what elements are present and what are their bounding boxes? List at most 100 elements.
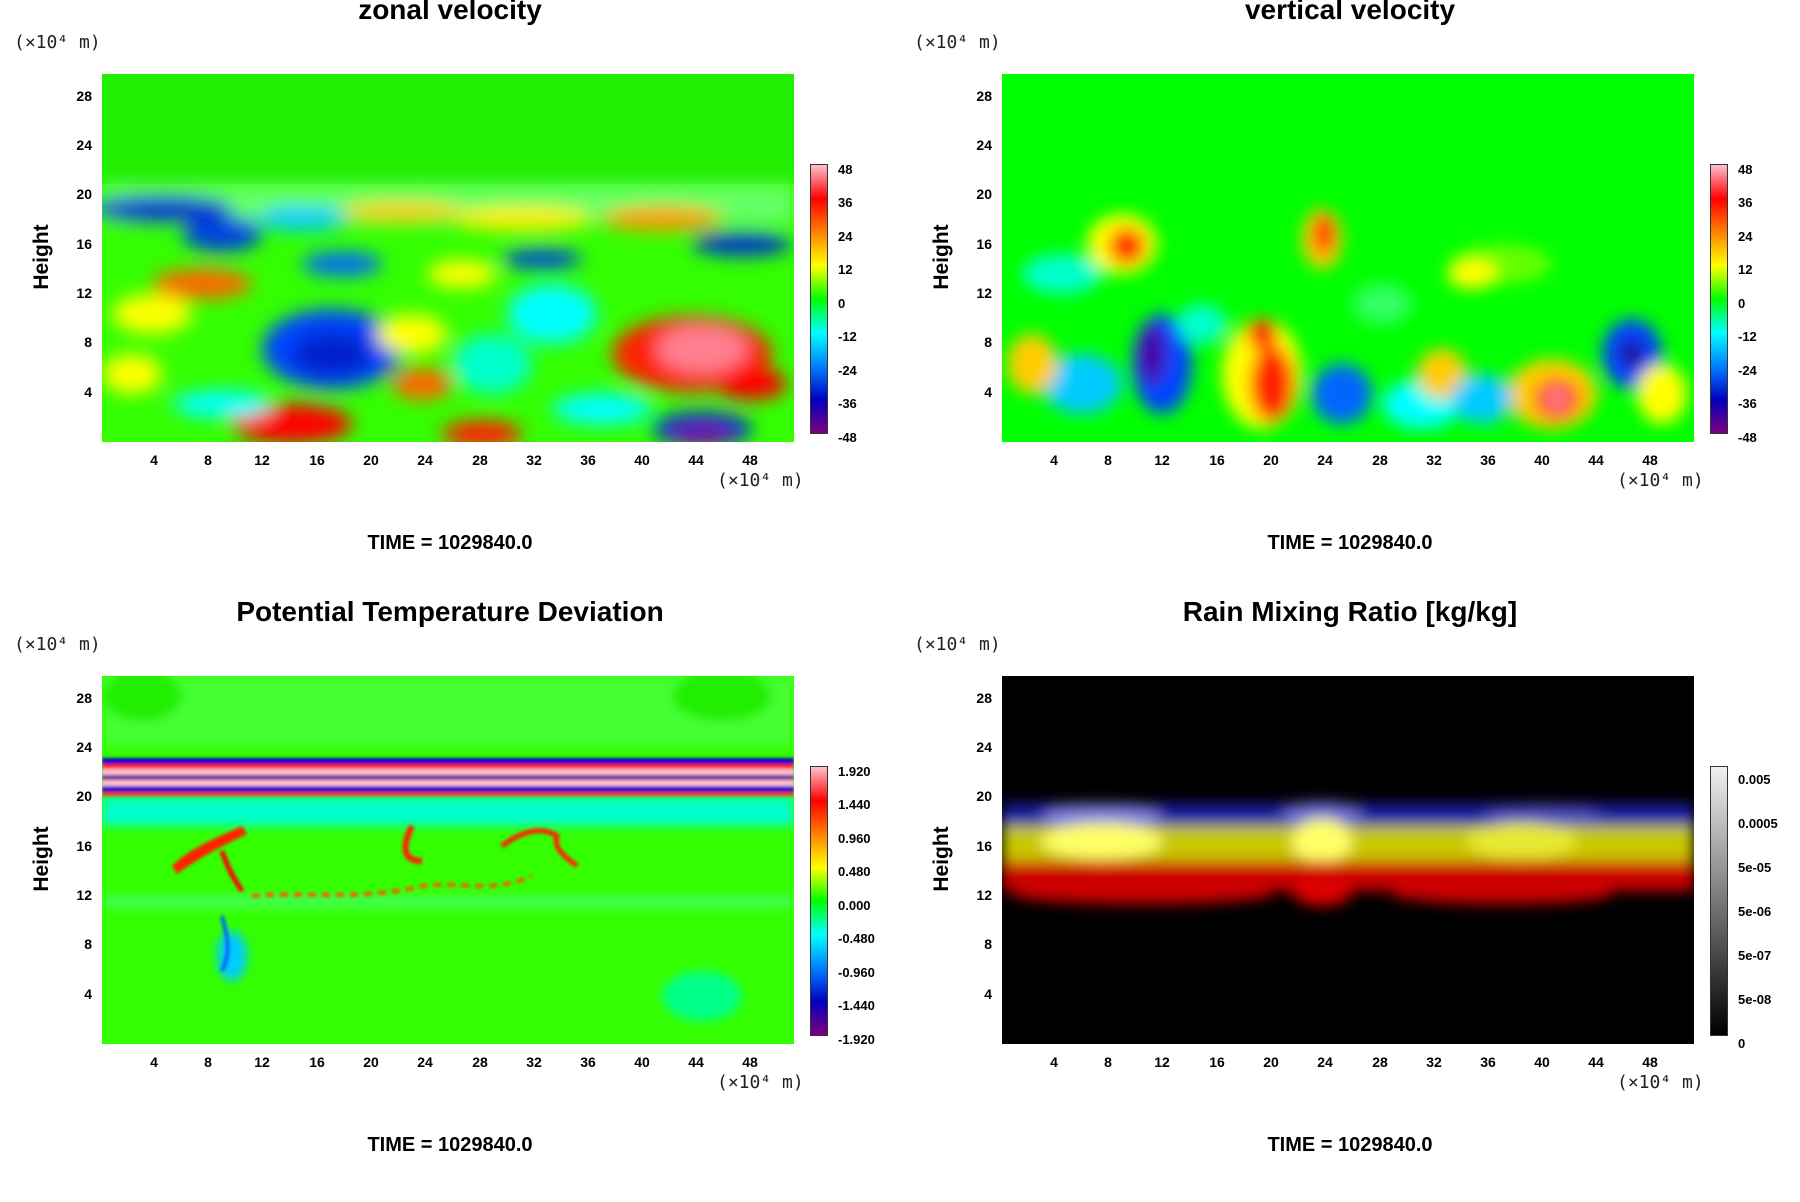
colorbar-label: -1.920 [838,1032,875,1047]
y-axis-label: Height [930,224,953,290]
x-tick-label: 4 [1050,452,1058,468]
colorbar-label: -12 [1738,329,1757,344]
panel-vertical-velocity: vertical velocity (×10⁴ m) Height [900,0,1800,600]
y-tick-label: 12 [76,285,92,301]
colorbar-label: -12 [838,329,857,344]
x-axis-unit: (×10⁴ m) [1617,1072,1704,1093]
y-axis-label: Height [930,826,953,892]
x-tick-label: 28 [1372,1054,1388,1070]
y-axis-unit: (×10⁴ m) [914,32,1001,53]
time-label: TIME = 1029840.0 [1267,1134,1433,1156]
colorbar-label: 0 [838,296,846,311]
y-tick-label: 4 [984,384,992,400]
time-label: TIME = 1029840.0 [1267,532,1433,554]
colorbar-label: -0.480 [838,931,875,946]
y-tick-label: 4 [84,986,92,1002]
x-tick-label: 4 [150,1054,158,1070]
colorbar-label: 1.440 [838,797,871,812]
time-label: TIME = 1029840.0 [367,1134,533,1156]
x-tick-label: 16 [1209,452,1225,468]
colorbar-label: -24 [838,363,857,378]
x-tick-label: 40 [1534,1054,1550,1070]
colorbar-label: -36 [1738,396,1757,411]
x-tick-label: 24 [1317,452,1333,468]
panel-zonal-velocity: zonal velocity (×10⁴ m) Height [0,0,900,600]
x-tick-label: 12 [1154,1054,1170,1070]
colorbar-label: 0 [1738,1036,1746,1051]
x-tick-label: 32 [1426,452,1442,468]
y-tick-label: 8 [984,334,992,350]
x-tick-label: 32 [1426,1054,1442,1070]
y-tick-label: 24 [76,137,92,153]
x-tick-label: 28 [472,452,488,468]
y-tick-label: 28 [76,690,92,706]
colorbar-label: -24 [1738,363,1757,378]
x-tick-label: 12 [254,1054,270,1070]
y-tick-label: 4 [84,384,92,400]
x-tick-label: 44 [1588,1054,1604,1070]
colorbar-label: 48 [1738,162,1753,177]
x-tick-label: 28 [1372,452,1388,468]
heatmap-plot [102,74,794,442]
x-tick-label: 24 [417,1054,433,1070]
x-tick-label: 44 [688,452,704,468]
x-tick-label: 40 [634,452,650,468]
heatmap-plot [1002,676,1694,1044]
x-tick-label: 4 [1050,1054,1058,1070]
y-tick-label: 24 [976,739,992,755]
y-tick-label: 20 [976,788,992,804]
x-tick-label: 20 [1263,1054,1279,1070]
x-axis-unit: (×10⁴ m) [717,470,804,491]
x-tick-label: 40 [634,1054,650,1070]
y-tick-label: 8 [84,334,92,350]
y-axis-unit: (×10⁴ m) [14,32,101,53]
y-tick-label: 12 [976,887,992,903]
x-tick-label: 20 [363,452,379,468]
colorbar-label: 12 [1738,262,1753,277]
y-tick-label: 16 [976,838,992,854]
y-axis-label: Height [30,224,53,290]
colorbar-label: 5e-05 [1738,860,1772,875]
y-tick-label: 20 [976,186,992,202]
heatmap-image [1002,676,1694,1044]
colorbar-label: 0.0005 [1738,816,1778,831]
y-tick-label: 16 [76,236,92,252]
x-tick-label: 12 [254,452,270,468]
heatmap-image [1002,74,1694,442]
colorbar-label: 0 [1738,296,1746,311]
x-tick-label: 48 [742,452,758,468]
x-tick-label: 48 [742,1054,758,1070]
colorbar [1710,766,1728,1036]
x-tick-label: 24 [1317,1054,1333,1070]
heatmap-image [102,74,794,442]
x-tick-label: 28 [472,1054,488,1070]
x-tick-label: 40 [1534,452,1550,468]
x-tick-label: 12 [1154,452,1170,468]
x-tick-label: 48 [1642,1054,1658,1070]
panel-rain-mixing-ratio: Rain Mixing Ratio [kg/kg] (×10⁴ m) Heigh… [900,596,1800,1202]
x-tick-label: 8 [1104,452,1112,468]
colorbar-label: 24 [1738,229,1753,244]
colorbar-label: -0.960 [838,965,875,980]
colorbar-label: 36 [838,195,853,210]
y-axis-label: Height [30,826,53,892]
x-tick-label: 16 [1209,1054,1225,1070]
x-tick-label: 44 [1588,452,1604,468]
colorbar-label: 0.005 [1738,772,1771,787]
x-tick-label: 20 [1263,452,1279,468]
x-axis-unit: (×10⁴ m) [1617,470,1704,491]
colorbar [1710,164,1728,434]
chart-title: zonal velocity [358,0,542,25]
x-tick-label: 36 [1480,452,1496,468]
colorbar-label: 24 [838,229,853,244]
y-tick-label: 8 [84,936,92,952]
time-label: TIME = 1029840.0 [367,532,533,554]
y-tick-label: 24 [976,137,992,153]
y-tick-label: 20 [76,788,92,804]
heatmap-image [102,676,794,1044]
y-tick-label: 28 [976,690,992,706]
colorbar-label: -48 [838,430,857,445]
x-tick-label: 36 [1480,1054,1496,1070]
x-tick-label: 44 [688,1054,704,1070]
colorbar-label: 0.000 [838,898,871,913]
